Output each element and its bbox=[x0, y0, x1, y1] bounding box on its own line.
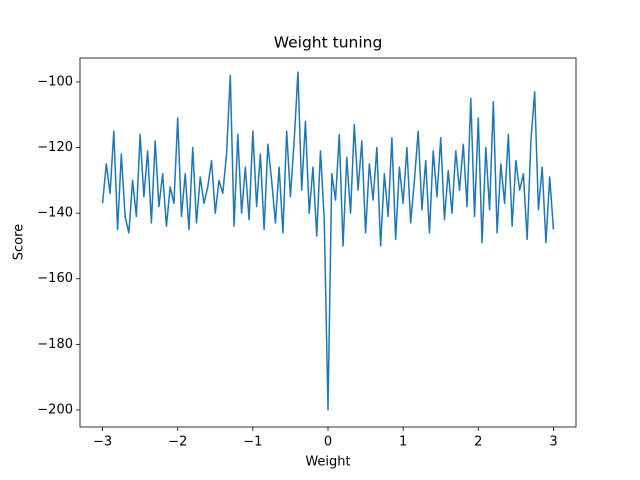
data-line bbox=[101, 71, 555, 411]
y-tick-label: −140 bbox=[37, 206, 73, 221]
x-tick-label: 0 bbox=[324, 435, 332, 450]
x-axis-label: Weight bbox=[305, 455, 350, 470]
x-tick-label: −1 bbox=[243, 435, 262, 450]
chart-title: Weight tuning bbox=[274, 34, 383, 52]
y-tick-label: −200 bbox=[37, 402, 73, 417]
x-tick-label: −3 bbox=[93, 435, 112, 450]
y-tick-label: −120 bbox=[37, 140, 73, 155]
y-tick-label: −180 bbox=[37, 337, 73, 352]
x-tick-label: 2 bbox=[474, 435, 482, 450]
y-tick-label: −160 bbox=[37, 271, 73, 286]
x-tick-label: 3 bbox=[549, 435, 557, 450]
x-tick-label: 1 bbox=[399, 435, 407, 450]
x-tick-label: −2 bbox=[168, 435, 187, 450]
y-tick-label: −100 bbox=[37, 74, 73, 89]
y-axis-label: Score bbox=[12, 224, 27, 260]
plot-area bbox=[101, 71, 555, 411]
